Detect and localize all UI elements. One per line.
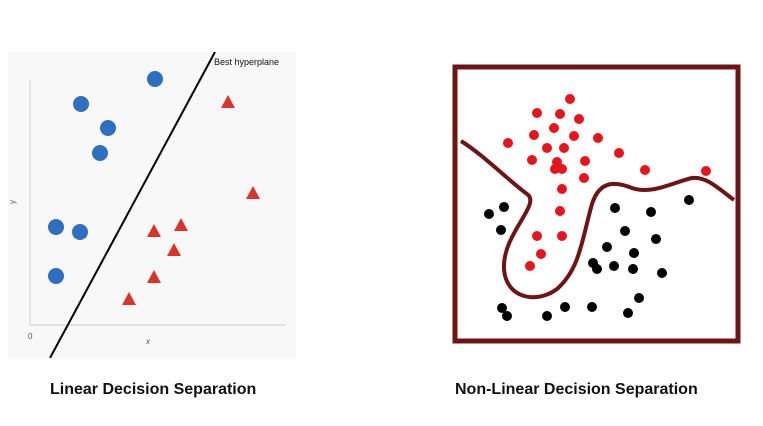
red-point — [574, 114, 584, 124]
class-circle-point — [48, 268, 64, 284]
red-point — [593, 133, 603, 143]
black-point — [646, 207, 656, 217]
black-point — [496, 225, 506, 235]
black-point — [499, 202, 509, 212]
red-point — [557, 231, 567, 241]
red-point — [532, 108, 542, 118]
black-point — [651, 234, 661, 244]
red-point — [536, 249, 546, 259]
linear-caption: Linear Decision Separation — [50, 381, 257, 398]
red-point — [550, 164, 560, 174]
red-point — [525, 261, 535, 271]
x-axis-label: x — [145, 337, 151, 346]
class-circle-point — [147, 71, 163, 87]
class-circle-point — [92, 145, 108, 161]
red-point — [579, 173, 589, 183]
red-point — [614, 148, 624, 158]
nonlinear-diagram-panel — [452, 64, 741, 344]
red-point — [542, 143, 552, 153]
class-triangle-point — [147, 270, 161, 283]
red-point — [565, 94, 575, 104]
linear-diagram: y x 0 Best hyperplane — [8, 51, 286, 359]
black-point — [602, 242, 612, 252]
black-point — [592, 264, 602, 274]
red-point — [569, 131, 579, 141]
diagram-frame — [452, 64, 741, 344]
red-point — [555, 109, 565, 119]
red-point — [580, 156, 590, 166]
red-point — [557, 164, 567, 174]
red-points-group — [503, 94, 711, 271]
black-point — [628, 264, 638, 274]
class-triangle-point — [174, 218, 188, 231]
black-point — [629, 248, 639, 258]
class-triangle-point — [167, 243, 181, 256]
red-point — [532, 231, 542, 241]
class-triangle-point — [147, 224, 161, 237]
class-triangle-point — [122, 292, 136, 305]
red-point — [527, 155, 537, 165]
best-hyperplane-line — [49, 51, 216, 359]
nonlinear-decision-boundary — [459, 139, 736, 300]
black-point — [610, 203, 620, 213]
black-point — [620, 226, 630, 236]
nonlinear-caption: Non-Linear Decision Separation — [455, 381, 698, 398]
black-point — [502, 311, 512, 321]
origin-label: 0 — [28, 332, 33, 341]
red-point — [557, 184, 567, 194]
class-triangle-point — [221, 95, 235, 108]
black-point — [609, 261, 619, 271]
red-point — [549, 123, 559, 133]
class-triangle-point — [246, 186, 260, 199]
class-circle-point — [73, 96, 89, 112]
black-point — [684, 195, 694, 205]
class-circle-point — [100, 120, 116, 136]
red-point — [555, 206, 565, 216]
class-circle-point — [72, 224, 88, 240]
red-point — [559, 143, 569, 153]
black-point — [542, 311, 552, 321]
red-point — [503, 138, 513, 148]
black-point — [560, 302, 570, 312]
red-point — [640, 165, 650, 175]
black-point — [497, 303, 507, 313]
black-point — [657, 268, 667, 278]
nonlinear-diagram — [452, 64, 741, 344]
black-point — [484, 209, 494, 219]
red-point — [529, 130, 539, 140]
red-point — [701, 166, 711, 176]
black-point — [623, 308, 633, 318]
black-points-group — [484, 195, 694, 321]
class-circle-point — [48, 219, 64, 235]
black-point — [587, 302, 597, 312]
hyperplane-label: Best hyperplane — [214, 57, 279, 67]
y-axis-label: y — [8, 200, 17, 204]
linear-diagram-panel: y x 0 Best hyperplane — [8, 51, 296, 359]
black-point — [634, 293, 644, 303]
